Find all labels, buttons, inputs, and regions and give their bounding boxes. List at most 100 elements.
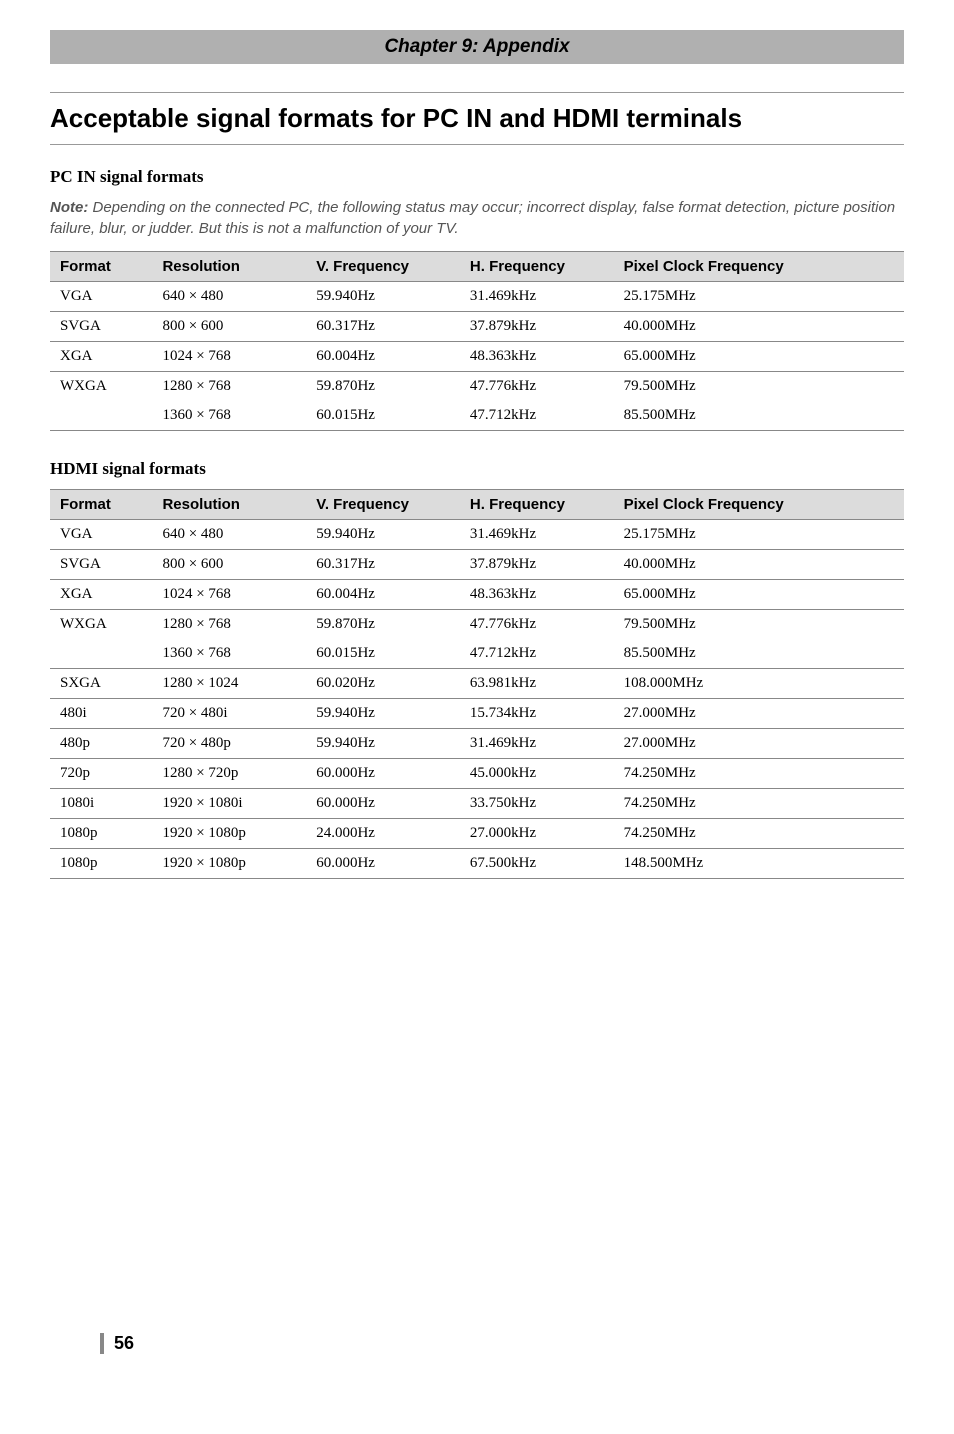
cell-pcf: 108.000MHz: [614, 669, 904, 699]
cell-format: 1080p: [50, 849, 152, 879]
col-pixel-clock: Pixel Clock Frequency: [614, 252, 904, 282]
page-title: Acceptable signal formats for PC IN and …: [50, 92, 904, 145]
cell-format: WXGA: [50, 372, 152, 402]
table-row: WXGA1280 × 76859.870Hz47.776kHz79.500MHz: [50, 610, 904, 640]
table-row: XGA1024 × 76860.004Hz48.363kHz65.000MHz: [50, 342, 904, 372]
cell-format: VGA: [50, 282, 152, 312]
cell-pcf: 74.250MHz: [614, 819, 904, 849]
cell-res: 720 × 480p: [152, 729, 306, 759]
cell-res: 640 × 480: [152, 520, 306, 550]
cell-res: 1360 × 768: [152, 401, 306, 431]
col-h-frequency: H. Frequency: [460, 490, 614, 520]
table-header-row: Format Resolution V. Frequency H. Freque…: [50, 252, 904, 282]
table-row: 1080i1920 × 1080i60.000Hz33.750kHz74.250…: [50, 789, 904, 819]
cell-format: XGA: [50, 342, 152, 372]
cell-res: 1024 × 768: [152, 342, 306, 372]
cell-format: XGA: [50, 580, 152, 610]
cell-res: 1280 × 1024: [152, 669, 306, 699]
cell-pcf: 40.000MHz: [614, 312, 904, 342]
cell-format: SXGA: [50, 669, 152, 699]
cell-pcf: 85.500MHz: [614, 639, 904, 669]
col-pixel-clock: Pixel Clock Frequency: [614, 490, 904, 520]
col-v-frequency: V. Frequency: [306, 252, 460, 282]
cell-hf: 37.879kHz: [460, 550, 614, 580]
cell-res: 640 × 480: [152, 282, 306, 312]
cell-hf: 47.712kHz: [460, 401, 614, 431]
table-row: 720p1280 × 720p60.000Hz45.000kHz74.250MH…: [50, 759, 904, 789]
cell-vf: 60.015Hz: [306, 639, 460, 669]
cell-res: 1360 × 768: [152, 639, 306, 669]
cell-res: 800 × 600: [152, 550, 306, 580]
cell-vf: 59.940Hz: [306, 699, 460, 729]
cell-hf: 33.750kHz: [460, 789, 614, 819]
table-row: WXGA1280 × 76859.870Hz47.776kHz79.500MHz: [50, 372, 904, 402]
cell-format: SVGA: [50, 312, 152, 342]
cell-hf: 15.734kHz: [460, 699, 614, 729]
cell-vf: 24.000Hz: [306, 819, 460, 849]
table-row: VGA640 × 48059.940Hz31.469kHz25.175MHz: [50, 282, 904, 312]
cell-format: 480i: [50, 699, 152, 729]
cell-vf: 60.015Hz: [306, 401, 460, 431]
cell-vf: 59.870Hz: [306, 610, 460, 640]
cell-pcf: 25.175MHz: [614, 282, 904, 312]
table-row: XGA1024 × 76860.004Hz48.363kHz65.000MHz: [50, 580, 904, 610]
table-row: 480i720 × 480i59.940Hz15.734kHz27.000MHz: [50, 699, 904, 729]
table-row: SVGA800 × 60060.317Hz37.879kHz40.000MHz: [50, 312, 904, 342]
hdmi-table: Format Resolution V. Frequency H. Freque…: [50, 489, 904, 879]
cell-vf: 60.004Hz: [306, 342, 460, 372]
cell-hf: 63.981kHz: [460, 669, 614, 699]
note-label: Note:: [50, 199, 88, 216]
col-h-frequency: H. Frequency: [460, 252, 614, 282]
cell-res: 1920 × 1080p: [152, 849, 306, 879]
table-row: SVGA800 × 60060.317Hz37.879kHz40.000MHz: [50, 550, 904, 580]
cell-res: 1920 × 1080p: [152, 819, 306, 849]
cell-vf: 60.317Hz: [306, 312, 460, 342]
table-row: 480p720 × 480p59.940Hz31.469kHz27.000MHz: [50, 729, 904, 759]
cell-format: 480p: [50, 729, 152, 759]
cell-format: 1080p: [50, 819, 152, 849]
cell-res: 720 × 480i: [152, 699, 306, 729]
cell-hf: 45.000kHz: [460, 759, 614, 789]
table-row: 1080p1920 × 1080p60.000Hz67.500kHz148.50…: [50, 849, 904, 879]
cell-hf: 37.879kHz: [460, 312, 614, 342]
cell-format: VGA: [50, 520, 152, 550]
col-v-frequency: V. Frequency: [306, 490, 460, 520]
cell-vf: 60.000Hz: [306, 789, 460, 819]
col-resolution: Resolution: [152, 490, 306, 520]
note-text: Depending on the connected PC, the follo…: [50, 199, 895, 237]
hdmi-heading: HDMI signal formats: [50, 459, 904, 479]
cell-hf: 27.000kHz: [460, 819, 614, 849]
cell-res: 800 × 600: [152, 312, 306, 342]
cell-res: 1280 × 768: [152, 610, 306, 640]
cell-format: SVGA: [50, 550, 152, 580]
table-row: 1080p1920 × 1080p24.000Hz27.000kHz74.250…: [50, 819, 904, 849]
col-format: Format: [50, 252, 152, 282]
pcin-table: Format Resolution V. Frequency H. Freque…: [50, 251, 904, 431]
cell-vf: 59.940Hz: [306, 520, 460, 550]
cell-pcf: 148.500MHz: [614, 849, 904, 879]
table-row: 1360 × 76860.015Hz47.712kHz85.500MHz: [50, 401, 904, 431]
cell-format: [50, 639, 152, 669]
cell-res: 1280 × 720p: [152, 759, 306, 789]
cell-pcf: 40.000MHz: [614, 550, 904, 580]
cell-vf: 59.870Hz: [306, 372, 460, 402]
cell-pcf: 74.250MHz: [614, 789, 904, 819]
cell-hf: 47.776kHz: [460, 610, 614, 640]
cell-pcf: 74.250MHz: [614, 759, 904, 789]
cell-vf: 60.004Hz: [306, 580, 460, 610]
table-header-row: Format Resolution V. Frequency H. Freque…: [50, 490, 904, 520]
cell-hf: 47.776kHz: [460, 372, 614, 402]
cell-hf: 31.469kHz: [460, 520, 614, 550]
col-format: Format: [50, 490, 152, 520]
cell-hf: 31.469kHz: [460, 729, 614, 759]
cell-res: 1280 × 768: [152, 372, 306, 402]
page-number: 56: [100, 1333, 134, 1354]
cell-hf: 48.363kHz: [460, 580, 614, 610]
cell-format: 1080i: [50, 789, 152, 819]
cell-hf: 31.469kHz: [460, 282, 614, 312]
cell-pcf: 27.000MHz: [614, 729, 904, 759]
cell-pcf: 25.175MHz: [614, 520, 904, 550]
cell-pcf: 65.000MHz: [614, 342, 904, 372]
cell-pcf: 85.500MHz: [614, 401, 904, 431]
table-row: SXGA1280 × 102460.020Hz63.981kHz108.000M…: [50, 669, 904, 699]
